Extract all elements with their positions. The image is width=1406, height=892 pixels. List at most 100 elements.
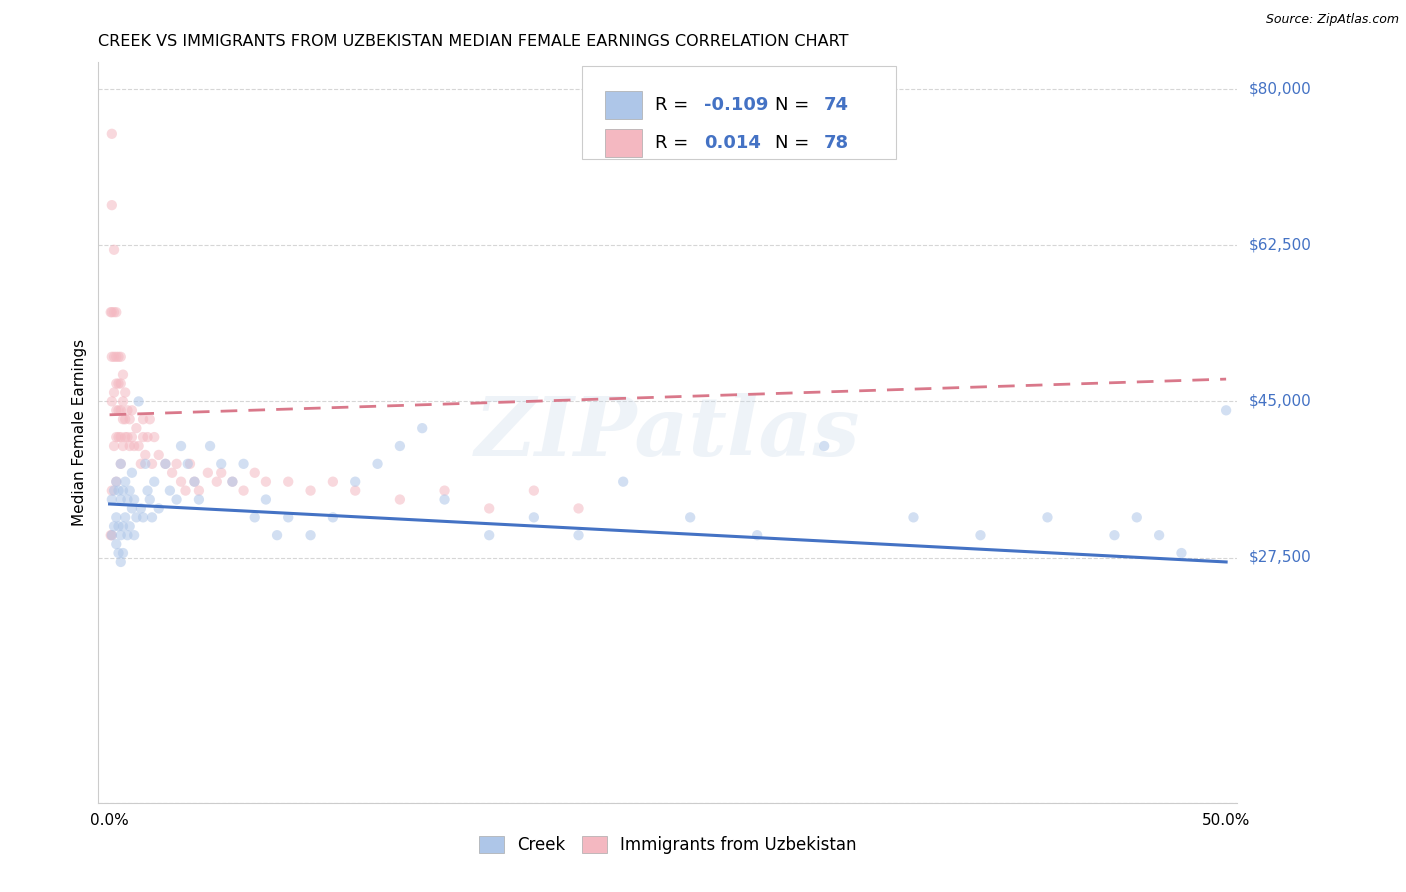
Point [132,510,155,524]
Point [433,492,456,507]
Point [299,483,322,498]
Point [101,305,124,319]
Point [166,457,188,471]
Point [103,243,125,257]
Point [179,457,201,471]
Point [266,528,288,542]
FancyBboxPatch shape [605,129,641,157]
Point [243,466,266,480]
Text: R =: R = [655,134,700,153]
Point [567,501,589,516]
Point [110,492,132,507]
Point [117,528,139,542]
Point [105,305,128,319]
Point [299,528,322,542]
Point [110,555,132,569]
Point [101,483,124,498]
Point [187,483,209,498]
Point [209,457,232,471]
Point [209,466,232,480]
Point [277,475,299,489]
Point [100,528,122,542]
Point [103,439,125,453]
Text: N =: N = [775,134,815,153]
Point [139,412,162,426]
Point [114,412,136,426]
Point [122,492,145,507]
Point [121,466,143,480]
Point [103,519,125,533]
Point [232,457,254,471]
Point [111,519,134,533]
Point [129,457,152,471]
Point [107,376,129,391]
Point [125,421,148,435]
Point [121,430,143,444]
Point [105,376,128,391]
Point [813,439,835,453]
Text: ZIPatlas: ZIPatlas [475,392,860,473]
Point [103,483,125,498]
Point [523,510,546,524]
Point [183,475,205,489]
Point [111,412,134,426]
Point [101,198,124,212]
Point [118,483,141,498]
Legend: Creek, Immigrants from Uzbekistan: Creek, Immigrants from Uzbekistan [472,830,863,861]
Point [1170,546,1192,560]
Point [155,457,177,471]
Point [110,403,132,417]
Text: Source: ZipAtlas.com: Source: ZipAtlas.com [1265,13,1399,27]
Point [117,430,139,444]
Point [747,528,769,542]
Point [110,376,132,391]
Point [1036,510,1059,524]
Point [197,466,219,480]
Point [114,385,136,400]
Point [110,350,132,364]
Point [101,492,124,507]
Point [132,412,155,426]
Point [254,475,277,489]
Point [111,546,134,560]
Point [388,492,411,507]
Point [101,350,124,364]
Point [105,430,128,444]
Y-axis label: Median Female Earnings: Median Female Earnings [72,339,87,526]
Point [187,492,209,507]
Point [103,385,125,400]
Point [118,412,141,426]
Text: $62,500: $62,500 [1249,238,1312,252]
Point [111,439,134,453]
Point [141,510,163,524]
Point [100,305,122,319]
Point [143,430,166,444]
Point [232,483,254,498]
Point [114,510,136,524]
Point [277,510,299,524]
Point [136,483,159,498]
Point [101,528,124,542]
Point [128,394,150,409]
Point [344,475,367,489]
Point [679,510,702,524]
Point [148,448,170,462]
Point [567,528,589,542]
Point [117,492,139,507]
Point [221,475,243,489]
Text: $80,000: $80,000 [1249,82,1312,96]
Point [105,403,128,417]
Point [110,528,132,542]
Point [129,501,152,516]
Point [433,483,456,498]
FancyBboxPatch shape [582,66,896,159]
Point [103,350,125,364]
Text: N =: N = [775,95,815,113]
Point [118,439,141,453]
Text: $45,000: $45,000 [1249,394,1312,409]
Point [155,457,177,471]
Point [139,492,162,507]
Text: R =: R = [655,95,695,113]
Text: $27,500: $27,500 [1249,550,1312,565]
Point [121,501,143,516]
